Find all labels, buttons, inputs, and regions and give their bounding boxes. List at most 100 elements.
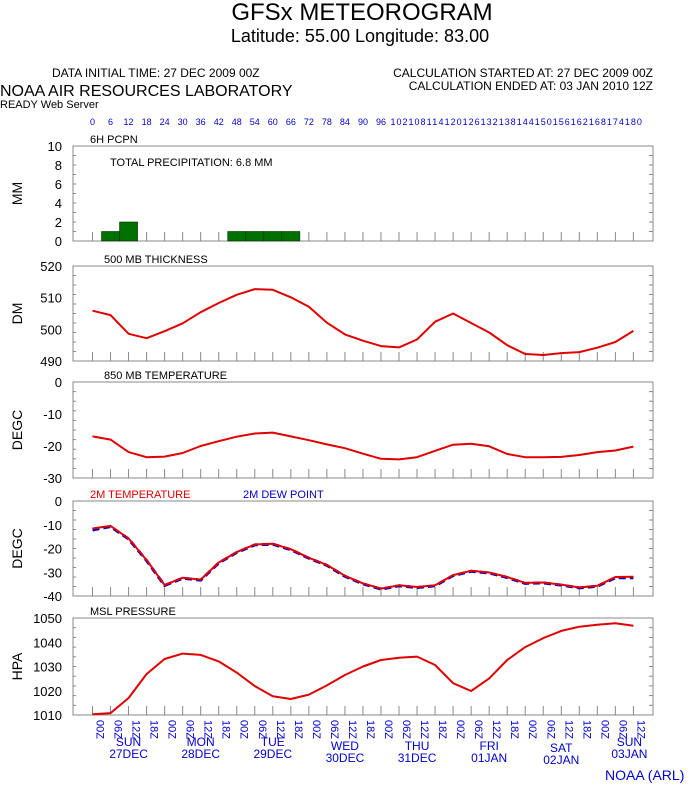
- panel-title: MSL PRESSURE: [90, 606, 176, 618]
- y-tick-label: 510: [40, 291, 62, 306]
- panel-title: 6H PCPN: [90, 134, 138, 146]
- time-label: 00Z: [454, 720, 466, 739]
- y-tick-label: 0: [55, 234, 62, 249]
- msl-pressure-line: [92, 622, 634, 716]
- 2m-temperature-line: [92, 524, 634, 590]
- hour-label: 84: [340, 117, 350, 127]
- y-tick-label: 1040: [33, 635, 62, 650]
- time-label: 18Z: [364, 720, 376, 739]
- y-tick-label: -30: [43, 471, 62, 486]
- hour-label: 174: [607, 117, 624, 127]
- date-label: 29DEC: [253, 747, 292, 761]
- hour-label: 132: [481, 117, 498, 127]
- time-label: 06Z: [472, 720, 484, 739]
- panel-title-secondary: 2M DEW POINT: [243, 489, 324, 501]
- precip-bar: [227, 231, 247, 242]
- date-label: 01JAN: [471, 751, 507, 765]
- y-tick-label: 1050: [33, 611, 62, 626]
- y-tick-label: 1010: [33, 708, 62, 723]
- y-tick-label: 8: [55, 158, 62, 173]
- day-of-week-label: THU: [405, 739, 430, 753]
- y-tick-label: -10: [43, 407, 62, 422]
- time-label: 06Z: [328, 720, 340, 739]
- hour-label: 36: [196, 117, 206, 127]
- hour-label: 60: [268, 117, 278, 127]
- hour-label: 66: [286, 117, 296, 127]
- time-label: 18Z: [580, 720, 592, 739]
- y-axis-label: DM: [9, 303, 25, 325]
- y-tick-label: 1020: [33, 684, 62, 699]
- y-tick-label: 2: [55, 215, 62, 230]
- hour-label: 138: [499, 117, 516, 127]
- time-label: 18Z: [292, 720, 304, 739]
- day-of-week-label: TUE: [261, 735, 285, 749]
- time-label: 18Z: [148, 720, 160, 739]
- time-label: 12Z: [346, 720, 358, 739]
- panel-title: 850 MB TEMPERATURE: [104, 370, 227, 382]
- date-label: 31DEC: [398, 751, 437, 765]
- calc-ended: CALCULATION ENDED AT: 03 JAN 2010 12Z: [409, 79, 653, 93]
- server-name: READY Web Server: [0, 99, 99, 111]
- hour-label: 12: [124, 117, 134, 127]
- hour-label: 90: [358, 117, 368, 127]
- hour-label: 0: [90, 117, 95, 127]
- hour-label: 168: [589, 117, 606, 127]
- hour-label: 102: [391, 117, 408, 127]
- hour-label: 54: [250, 117, 260, 127]
- hour-label: 96: [376, 117, 386, 127]
- time-label: 00Z: [94, 720, 106, 739]
- time-label: 06Z: [544, 720, 556, 739]
- y-tick-label: 0: [55, 375, 62, 390]
- y-axis-label: DEGC: [9, 410, 25, 450]
- precip-bar: [245, 231, 265, 242]
- y-tick-label: -40: [43, 589, 62, 604]
- panel-frame: [72, 265, 654, 362]
- time-label: 06Z: [400, 720, 412, 739]
- panel-frame: [72, 500, 654, 597]
- y-axis-label: DEGC: [9, 528, 25, 568]
- y-tick-label: 520: [40, 259, 62, 274]
- y-tick-label: 490: [40, 354, 62, 369]
- panel-title: 2M TEMPERATURE: [90, 489, 190, 501]
- y-tick-label: -10: [43, 518, 62, 533]
- hour-label: 150: [535, 117, 552, 127]
- time-label: 12Z: [130, 720, 142, 739]
- lab-name: NOAA AIR RESOURCES LABORATORY: [0, 83, 293, 100]
- y-tick-label: -20: [43, 439, 62, 454]
- hour-label: 108: [409, 117, 426, 127]
- y-tick-label: 500: [40, 322, 62, 337]
- date-label: 30DEC: [326, 751, 365, 765]
- y-tick-label: 10: [48, 139, 62, 154]
- y-tick-label: 1030: [33, 660, 62, 675]
- hour-label: 24: [160, 117, 170, 127]
- 2m-dew-point-line: [92, 525, 634, 591]
- day-of-week-label: SAT: [550, 741, 573, 755]
- time-label: 18Z: [508, 720, 520, 739]
- hour-label: 42: [214, 117, 224, 127]
- day-of-week-label: WED: [331, 739, 359, 753]
- panel-frame: [72, 381, 654, 479]
- panel-title: 500 MB THICKNESS: [104, 254, 208, 266]
- location-subtitle: Latitude: 55.00 Longitude: 83.00: [231, 26, 489, 46]
- total-precipitation: TOTAL PRECIPITATION: 6.8 MM: [110, 157, 273, 169]
- 850-mb-temperature-line: [92, 431, 634, 461]
- hour-label: 6: [108, 117, 113, 127]
- time-label: 12Z: [274, 720, 286, 739]
- time-label: 06Z: [112, 720, 124, 739]
- day-of-week-label: SUN: [617, 735, 642, 749]
- hour-label: 114: [427, 117, 444, 127]
- precip-bar: [263, 231, 283, 242]
- day-of-week-label: SUN: [116, 735, 141, 749]
- precip-bar: [119, 221, 138, 242]
- time-label: 00Z: [526, 720, 538, 739]
- date-label: 03JAN: [611, 747, 647, 761]
- time-label: 06Z: [616, 720, 628, 739]
- time-label: 12Z: [418, 720, 430, 739]
- y-tick-label: 6: [55, 177, 62, 192]
- hour-label: 126: [463, 117, 480, 127]
- hour-label: 30: [178, 117, 188, 127]
- y-axis-label: HPA: [9, 652, 25, 680]
- hour-label: 162: [571, 117, 588, 127]
- footer-credit: NOAA (ARL): [605, 767, 684, 783]
